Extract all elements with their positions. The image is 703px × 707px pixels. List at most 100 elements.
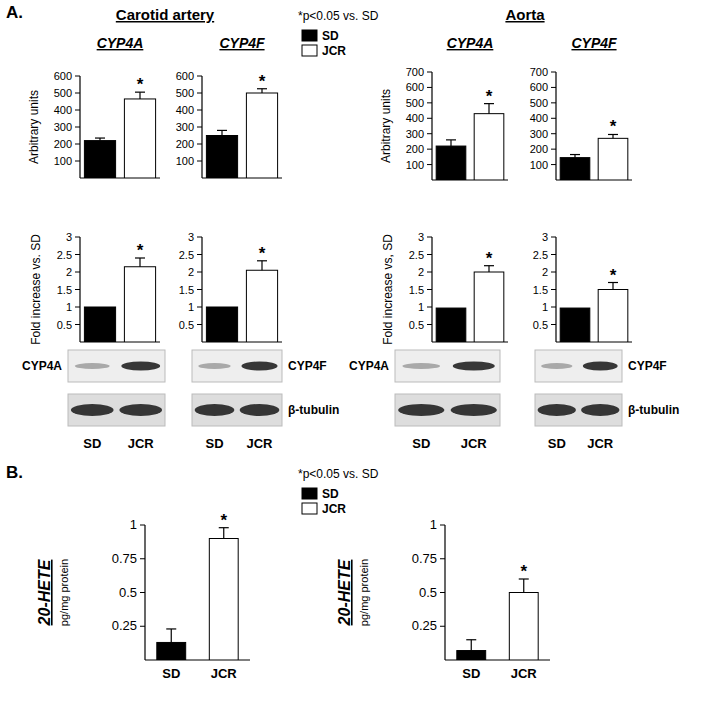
panel-label: B. xyxy=(6,463,23,482)
y-tick xyxy=(551,254,556,255)
y-tick-label: 300 xyxy=(54,121,72,133)
y-tick-label: 1 xyxy=(430,517,437,532)
loading-band xyxy=(119,404,162,416)
y-tick xyxy=(427,307,432,308)
y-tick xyxy=(75,144,80,145)
y-tick-label: 3 xyxy=(188,231,194,243)
y-tick-label: 0.5 xyxy=(409,319,424,331)
y-tick xyxy=(140,592,145,593)
y-tick-label: 500 xyxy=(176,87,194,99)
error-bar xyxy=(570,155,580,158)
bar xyxy=(157,642,186,660)
bar-chart: 100200300400500600700*CYP4F xyxy=(530,35,632,180)
y-tick-label: 400 xyxy=(406,112,424,124)
y-label: 20-HETE xyxy=(36,558,53,626)
y-label: Arbitrary units xyxy=(27,90,41,164)
blot-frame xyxy=(68,350,165,382)
y-tick xyxy=(75,272,80,273)
y-tick-label: 200 xyxy=(176,138,194,150)
y-tick-label: 500 xyxy=(530,97,548,109)
bar xyxy=(246,93,277,178)
bar-chart: 0.511.522.53* xyxy=(179,231,282,342)
y-tick-label: 1.5 xyxy=(57,284,72,296)
group-title: Aorta xyxy=(505,6,545,23)
y-tick xyxy=(75,76,80,77)
y-tick xyxy=(427,164,432,165)
y-tick xyxy=(75,324,80,325)
y-tick xyxy=(197,324,202,325)
error-cap xyxy=(466,639,476,640)
loading-band xyxy=(581,404,619,416)
y-tick xyxy=(427,87,432,88)
y-tick xyxy=(551,324,556,325)
marks xyxy=(436,266,504,342)
y-tick xyxy=(427,254,432,255)
lane-label: JCR xyxy=(461,436,488,451)
error-stem xyxy=(471,640,472,651)
y-tick-label: 300 xyxy=(176,121,194,133)
chart-title: CYP4A xyxy=(447,35,494,51)
y-tick-label: 300 xyxy=(406,128,424,140)
bar xyxy=(246,270,277,342)
bar xyxy=(84,307,115,342)
y-tick-label: 1.5 xyxy=(179,284,194,296)
significance: * xyxy=(610,117,617,136)
error-cap xyxy=(95,137,105,138)
significance: * xyxy=(610,266,617,285)
y-tick xyxy=(551,102,556,103)
y-tick xyxy=(440,525,445,526)
y-tick-label: 2 xyxy=(188,266,194,278)
bar-chart: 100200300400500600*CYP4AArbitrary units xyxy=(27,35,160,178)
y-tick-label: 0.5 xyxy=(57,319,72,331)
blot-band xyxy=(453,362,495,371)
marks xyxy=(84,258,155,342)
bar xyxy=(206,307,237,342)
y-tick xyxy=(551,307,556,308)
lane-label: JCR xyxy=(128,436,155,451)
bar xyxy=(436,146,466,180)
y-tick xyxy=(440,626,445,627)
y-tick-label: 0.5 xyxy=(179,319,194,331)
y-tick-label: 3 xyxy=(418,231,424,243)
y-axis xyxy=(555,72,556,180)
blot-frame xyxy=(192,350,282,382)
blot-band xyxy=(121,362,160,371)
y-tick-label: 1 xyxy=(418,301,424,313)
y-tick-label: 100 xyxy=(406,159,424,171)
y-tick-label: 2 xyxy=(66,266,72,278)
y-tick xyxy=(75,289,80,290)
y-sublabel: pg/mg protein xyxy=(358,559,370,626)
y-tick xyxy=(140,558,145,559)
y-tick xyxy=(551,272,556,273)
significance: * xyxy=(259,72,266,91)
y-tick-label: 200 xyxy=(54,138,72,150)
bar xyxy=(560,308,590,342)
blot-band xyxy=(242,362,278,371)
loading-band xyxy=(240,404,280,416)
y-label: 20-HETE xyxy=(336,558,353,626)
y-tick-label: 700 xyxy=(406,66,424,78)
x-tick-label: JCR xyxy=(211,666,238,681)
y-tick xyxy=(197,272,202,273)
y-tick-label: 700 xyxy=(530,66,548,78)
error-bar xyxy=(166,629,176,643)
error-bar xyxy=(519,579,529,593)
y-tick xyxy=(551,237,556,238)
error-cap xyxy=(217,130,227,131)
marks xyxy=(206,89,277,178)
chart-title: CYP4F xyxy=(571,35,617,51)
chart-title: CYP4A xyxy=(97,35,144,51)
bar-chart: 0.511.522.53*Fold increase vs, SD xyxy=(381,231,508,345)
y-tick xyxy=(427,149,432,150)
note: *p<0.05 vs. SD xyxy=(298,9,379,23)
y-tick xyxy=(197,76,202,77)
bar-chart: 100200300400500600*CYP4F xyxy=(176,35,282,178)
marks xyxy=(157,528,238,660)
y-tick xyxy=(140,525,145,526)
panel-label: A. xyxy=(6,3,23,22)
y-tick xyxy=(140,626,145,627)
y-tick xyxy=(551,289,556,290)
bar xyxy=(457,651,486,660)
legend-label: SD xyxy=(322,29,339,43)
y-tick xyxy=(75,161,80,162)
